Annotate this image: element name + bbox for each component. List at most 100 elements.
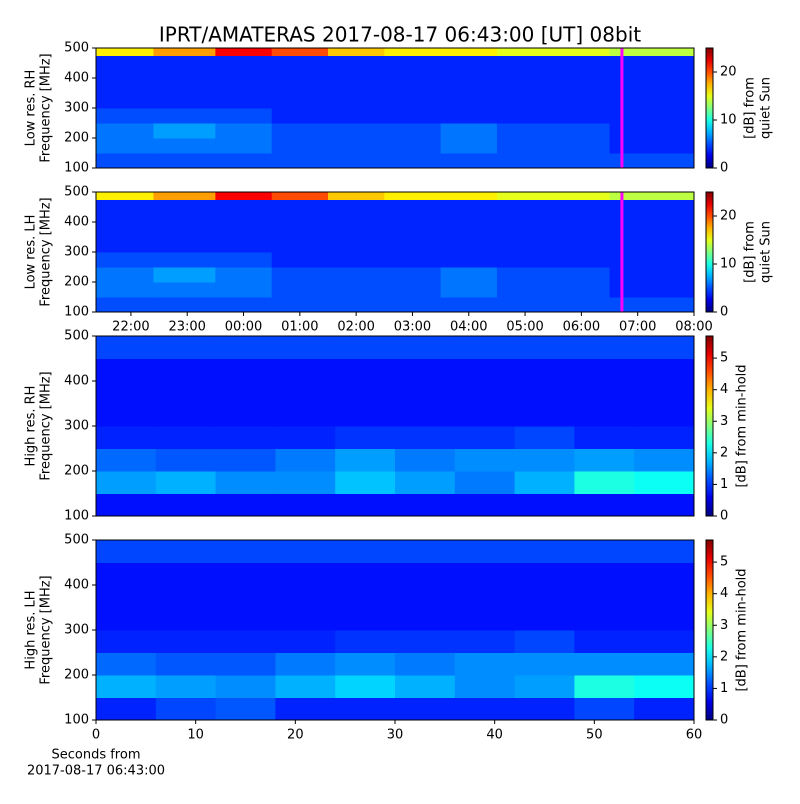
heatmap-cell bbox=[609, 138, 695, 154]
heatmap-cell bbox=[574, 675, 635, 698]
heatmap-cell bbox=[454, 381, 516, 404]
x-tick-label: 20 bbox=[287, 728, 304, 743]
heatmap-cell bbox=[440, 282, 498, 298]
heatmap-cell bbox=[327, 78, 385, 94]
heatmap-cell bbox=[496, 222, 554, 238]
heatmap-cell bbox=[215, 562, 276, 586]
heatmap-cell bbox=[553, 48, 611, 56]
heatmap-cell bbox=[496, 138, 554, 154]
heatmap-cell bbox=[215, 199, 273, 223]
heatmap-cell bbox=[275, 426, 336, 449]
colorbar-label: quiet Sun bbox=[759, 77, 774, 139]
heatmap-cell bbox=[275, 562, 336, 586]
y-tick-label: 100 bbox=[64, 161, 89, 176]
heatmap-cell bbox=[96, 493, 157, 517]
x-tick-label: 50 bbox=[586, 728, 603, 743]
colorbar bbox=[705, 539, 714, 721]
heatmap-cell bbox=[496, 267, 554, 283]
heatmap-cell bbox=[96, 426, 157, 449]
colorbar-label: [dB] from bbox=[743, 221, 758, 283]
heatmap-cell bbox=[215, 48, 273, 56]
heatmap-cell bbox=[395, 336, 456, 359]
heatmap-cell bbox=[384, 48, 442, 56]
heatmap-cell bbox=[155, 426, 217, 449]
heatmap-cell bbox=[514, 358, 575, 382]
heatmap-cell bbox=[215, 426, 276, 449]
y-tick-label: 300 bbox=[64, 419, 89, 434]
heatmap-cell bbox=[384, 78, 442, 94]
heatmap-cell bbox=[155, 630, 217, 653]
heatmap-cell bbox=[454, 675, 516, 698]
heatmap-cell bbox=[271, 78, 329, 94]
heatmap-cell bbox=[327, 108, 385, 124]
heatmap-cell bbox=[271, 93, 329, 109]
heatmap-cell bbox=[327, 222, 385, 238]
heatmap-cell bbox=[275, 630, 336, 653]
heatmap-cell bbox=[96, 697, 157, 721]
heatmap-cell bbox=[514, 336, 575, 359]
heatmap-cell bbox=[335, 607, 396, 631]
heatmap-cell bbox=[335, 562, 396, 586]
heatmap-cell bbox=[275, 540, 336, 563]
heatmap-cell bbox=[271, 138, 329, 154]
heatmap-cell bbox=[454, 448, 516, 472]
heatmap-cell bbox=[574, 652, 635, 676]
colorbar-tick-label: 3 bbox=[720, 414, 728, 429]
heatmap-cell bbox=[514, 630, 575, 653]
heatmap-cell bbox=[96, 403, 157, 427]
x-tick-label: 40 bbox=[486, 728, 503, 743]
heatmap-cell bbox=[496, 252, 554, 268]
heatmap-cell bbox=[96, 199, 154, 223]
heatmap-cell bbox=[395, 540, 456, 563]
x-tick-label: 22:00 bbox=[112, 320, 149, 335]
heatmap-cell bbox=[496, 55, 554, 79]
heatmap-cell bbox=[574, 540, 635, 563]
heatmap-cell bbox=[327, 48, 385, 56]
heatmap-cell bbox=[327, 237, 385, 253]
colorbar-tick-label: 20 bbox=[720, 209, 737, 224]
x-axis-label: 2017-08-17 06:43:00 bbox=[27, 764, 165, 779]
heatmap-cell bbox=[275, 675, 336, 698]
heatmap-cell bbox=[96, 562, 157, 586]
heatmap-cell bbox=[215, 153, 273, 169]
y-tick-label: 200 bbox=[64, 275, 89, 290]
heatmap-cell bbox=[454, 336, 516, 359]
heatmap-cell bbox=[553, 222, 611, 238]
y-tick-label: 300 bbox=[64, 623, 89, 638]
heatmap-cell bbox=[327, 252, 385, 268]
heatmap-cell bbox=[440, 48, 498, 56]
heatmap-cell bbox=[271, 267, 329, 283]
heatmap-cell bbox=[454, 697, 516, 721]
heatmap-cell bbox=[153, 237, 216, 253]
heatmap-cell bbox=[384, 199, 442, 223]
heatmap-cell bbox=[335, 585, 396, 608]
heatmap-cell bbox=[440, 199, 498, 223]
heatmap-cell bbox=[609, 237, 695, 253]
heatmap-cell bbox=[155, 448, 217, 472]
heatmap-cell bbox=[153, 78, 216, 94]
heatmap-cell bbox=[395, 426, 456, 449]
x-tick-label: 04:00 bbox=[450, 320, 487, 335]
heatmap-cell bbox=[215, 697, 276, 721]
heatmap-cell bbox=[514, 426, 575, 449]
heatmap-cell bbox=[384, 282, 442, 298]
x-tick-label: 60 bbox=[686, 728, 703, 743]
heatmap-cell bbox=[96, 358, 157, 382]
heatmap-cell bbox=[553, 199, 611, 223]
colorbar-label: quiet Sun bbox=[759, 221, 774, 283]
heatmap-cell bbox=[215, 607, 276, 631]
y-axis-label: Low res. RH bbox=[24, 70, 39, 147]
heatmap-cell bbox=[155, 585, 217, 608]
heatmap-cell bbox=[634, 540, 695, 563]
heatmap-cell bbox=[496, 153, 554, 169]
colorbar-label: [dB] from bbox=[743, 77, 758, 139]
heatmap-cell bbox=[335, 630, 396, 653]
heatmap-cell bbox=[215, 123, 273, 139]
y-tick-label: 100 bbox=[64, 509, 89, 524]
heatmap-cell bbox=[384, 192, 442, 200]
x-axis-label: Seconds from bbox=[51, 748, 140, 763]
heatmap-cell bbox=[327, 138, 385, 154]
colorbar-tick-label: 0 bbox=[720, 509, 728, 524]
heatmap-cell bbox=[215, 630, 276, 653]
heatmap-cell bbox=[335, 336, 396, 359]
